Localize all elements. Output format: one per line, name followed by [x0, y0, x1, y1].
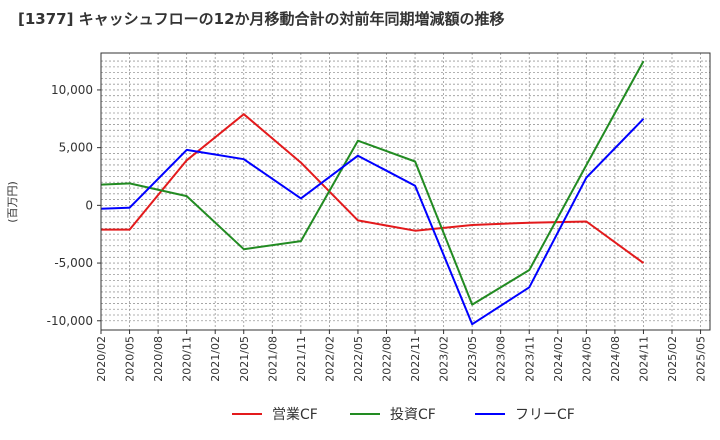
x-tick-label: 2023/05 [466, 336, 479, 382]
x-tick-label: 2024/08 [609, 336, 622, 382]
x-tick-label: 2020/08 [152, 336, 165, 382]
legend-label: 投資CF [390, 407, 436, 423]
x-tick-label: 2022/05 [352, 336, 365, 382]
y-axis-label: (百万円) [6, 181, 19, 223]
x-tick-label: 2021/05 [238, 336, 251, 382]
y-tick-label: 10,000 [51, 83, 93, 97]
x-axis-ticks: 2020/02 2020/05 2020/08 2020/11 2021/02 2021/… [95, 330, 708, 382]
x-tick-label: 2025/05 [695, 336, 708, 382]
x-tick-label: 2023/11 [523, 336, 536, 382]
x-tick-label: 2023/08 [495, 336, 508, 382]
x-tick-label: 2020/11 [181, 336, 194, 382]
x-tick-label: 2020/05 [124, 336, 137, 382]
x-tick-label: 2024/11 [637, 336, 650, 382]
series-line [100, 118, 645, 326]
legend-label: フリーCF [515, 407, 575, 423]
x-tick-label: 2022/08 [381, 336, 394, 382]
y-tick-label: -5,000 [54, 256, 93, 270]
x-tick-label: 2021/11 [295, 336, 308, 382]
chart-title: [1377] キャッシュフローの12か月移動合計の対前年同期増減額の推移 [18, 10, 505, 28]
legend-label: 営業CF [272, 407, 318, 423]
x-tick-label: 2020/02 [95, 336, 108, 382]
y-tick-label: -10,000 [47, 314, 93, 328]
y-tick-label: 0 [85, 198, 93, 212]
x-tick-label: 2024/05 [580, 336, 593, 382]
grid-lines [101, 53, 710, 330]
x-tick-label: 2025/02 [666, 336, 679, 382]
series-lines [100, 60, 645, 326]
plot-frame [100, 52, 711, 331]
y-tick-label: 5,000 [59, 141, 93, 155]
x-tick-label: 2022/11 [409, 336, 422, 382]
x-tick-label: 2022/02 [323, 336, 336, 382]
legend: 営業CF 投資CF フリーCF [232, 407, 575, 423]
x-tick-label: 2024/02 [552, 336, 565, 382]
plot-background [101, 53, 710, 330]
x-tick-label: 2023/02 [438, 336, 451, 382]
x-tick-label: 2021/02 [209, 336, 222, 382]
x-tick-label: 2021/08 [266, 336, 279, 382]
series-line [101, 113, 645, 264]
series-line [100, 60, 645, 306]
y-axis-ticks: -10,000 -5,000 0 5,000 10,000 [47, 83, 101, 328]
